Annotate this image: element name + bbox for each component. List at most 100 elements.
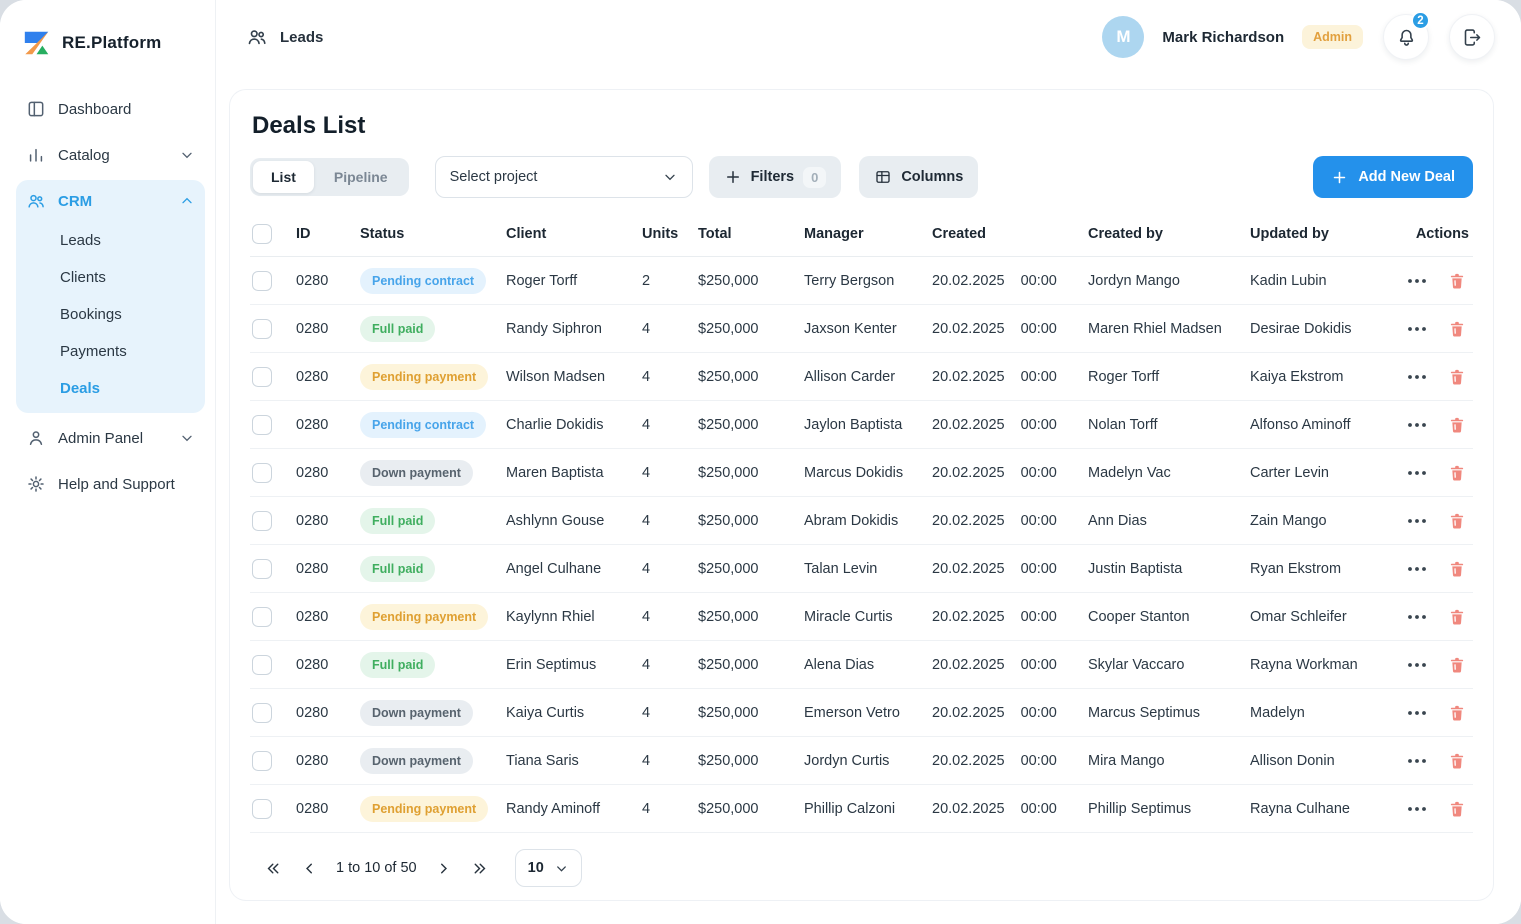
column-header-manager: Manager [802, 212, 930, 257]
delete-row-button[interactable] [1445, 749, 1469, 773]
cell-id: 0280 [294, 736, 358, 785]
row-checkbox[interactable] [252, 750, 272, 771]
add-new-deal-button[interactable]: Add New Deal [1313, 156, 1473, 198]
delete-row-button[interactable] [1445, 461, 1469, 485]
delete-row-button[interactable] [1445, 509, 1469, 533]
first-page-button[interactable] [258, 853, 288, 883]
sidebar-item-catalog[interactable]: Catalog [16, 134, 205, 176]
delete-row-button[interactable] [1445, 269, 1469, 293]
row-actions-button[interactable] [1406, 612, 1429, 622]
ellipsis-icon [1408, 422, 1426, 427]
trash-icon [1450, 609, 1464, 625]
row-checkbox[interactable] [252, 558, 272, 579]
cell-total: $250,000 [696, 256, 802, 305]
sidebar-item-crm[interactable]: CRM [16, 180, 205, 222]
row-checkbox[interactable] [252, 798, 272, 819]
delete-row-button[interactable] [1445, 413, 1469, 437]
logout-button[interactable] [1449, 14, 1495, 60]
cell-manager: Terry Bergson [802, 256, 930, 305]
sidebar-item-help-support[interactable]: Help and Support [16, 463, 205, 505]
row-actions-button[interactable] [1406, 372, 1429, 382]
sidebar-item-admin-panel[interactable]: Admin Panel [16, 417, 205, 459]
status-badge: Down payment [360, 459, 473, 486]
tab-list[interactable]: List [253, 161, 314, 193]
cell-units: 4 [640, 448, 696, 497]
row-actions-button[interactable] [1406, 276, 1429, 286]
cell-client: Ashlynn Gouse [504, 496, 640, 545]
row-actions-button[interactable] [1406, 468, 1429, 478]
chevron-left-icon [305, 863, 312, 873]
sidebar-item-label: Admin Panel [58, 429, 144, 447]
sidebar-item-clients[interactable]: Clients [16, 259, 205, 296]
cell-id: 0280 [294, 400, 358, 449]
row-actions-button[interactable] [1406, 420, 1429, 430]
sidebar-item-bookings[interactable]: Bookings [16, 296, 205, 333]
cell-id: 0280 [294, 544, 358, 593]
project-select[interactable]: Select project [434, 156, 693, 198]
row-actions-button[interactable] [1406, 324, 1429, 334]
cell-total: $250,000 [696, 400, 802, 449]
add-new-deal-label: Add New Deal [1358, 169, 1455, 185]
sidebar-item-deals[interactable]: Deals [16, 370, 205, 407]
sidebar-item-leads[interactable]: Leads [16, 222, 205, 259]
cell-manager: Jaylon Baptista [802, 400, 930, 449]
cell-total: $250,000 [696, 688, 802, 737]
sidebar-item-dashboard[interactable]: Dashboard [16, 88, 205, 130]
next-page-button[interactable] [429, 853, 459, 883]
sidebar-item-payments[interactable]: Payments [16, 333, 205, 370]
delete-row-button[interactable] [1445, 365, 1469, 389]
row-actions-button[interactable] [1406, 516, 1429, 526]
row-actions-button[interactable] [1406, 708, 1429, 718]
brand-name: RE.Platform [62, 33, 162, 52]
row-checkbox[interactable] [252, 510, 272, 531]
last-page-button[interactable] [465, 853, 495, 883]
chevron-down-icon [179, 147, 195, 163]
row-checkbox[interactable] [252, 366, 272, 387]
cell-created: 20.02.2025 00:00 [930, 256, 1086, 305]
filters-button[interactable]: Filters 0 [708, 156, 842, 198]
column-header-created-by: Created by [1086, 212, 1248, 257]
cell-created: 20.02.2025 00:00 [930, 544, 1086, 593]
column-header-actions: Actions [1406, 212, 1473, 257]
row-actions-button[interactable] [1406, 564, 1429, 574]
delete-row-button[interactable] [1445, 701, 1469, 725]
page-size-select[interactable]: 10 [514, 849, 582, 887]
cell-id: 0280 [294, 256, 358, 305]
brand-logo-icon [22, 28, 52, 58]
row-checkbox[interactable] [252, 462, 272, 483]
row-actions-button[interactable] [1406, 660, 1429, 670]
cell-total: $250,000 [696, 496, 802, 545]
row-actions-button[interactable] [1406, 756, 1429, 766]
delete-row-button[interactable] [1445, 797, 1469, 821]
row-actions-button[interactable] [1406, 804, 1429, 814]
avatar[interactable]: M [1102, 16, 1145, 58]
view-toggle: List Pipeline [250, 158, 409, 196]
row-checkbox[interactable] [252, 414, 272, 435]
select-all-checkbox[interactable] [252, 224, 272, 244]
ellipsis-icon [1408, 806, 1426, 811]
columns-button[interactable]: Columns [859, 156, 979, 198]
previous-page-button[interactable] [294, 853, 324, 883]
cell-manager: Marcus Dokidis [802, 448, 930, 497]
row-checkbox[interactable] [252, 702, 272, 723]
cell-manager: Jaxson Kenter [802, 304, 930, 353]
row-checkbox[interactable] [252, 270, 272, 291]
created-date: 20.02.2025 [932, 512, 1005, 529]
delete-row-button[interactable] [1445, 605, 1469, 629]
created-date: 20.02.2025 [932, 560, 1005, 577]
row-checkbox[interactable] [252, 654, 272, 675]
delete-row-button[interactable] [1445, 653, 1469, 677]
created-date: 20.02.2025 [932, 464, 1005, 481]
delete-row-button[interactable] [1445, 317, 1469, 341]
row-checkbox[interactable] [252, 318, 272, 339]
delete-row-button[interactable] [1445, 557, 1469, 581]
tab-pipeline[interactable]: Pipeline [316, 161, 406, 193]
brand: RE.Platform [0, 0, 215, 88]
row-checkbox[interactable] [252, 606, 272, 627]
cell-units: 4 [640, 688, 696, 737]
table-row: 0280 Down payment Kaiya Curtis 4 $250,00… [250, 688, 1473, 737]
notifications-button[interactable]: 2 [1383, 11, 1430, 60]
column-header-status: Status [358, 212, 504, 257]
trash-icon [1450, 321, 1464, 337]
status-badge: Full paid [360, 555, 436, 582]
